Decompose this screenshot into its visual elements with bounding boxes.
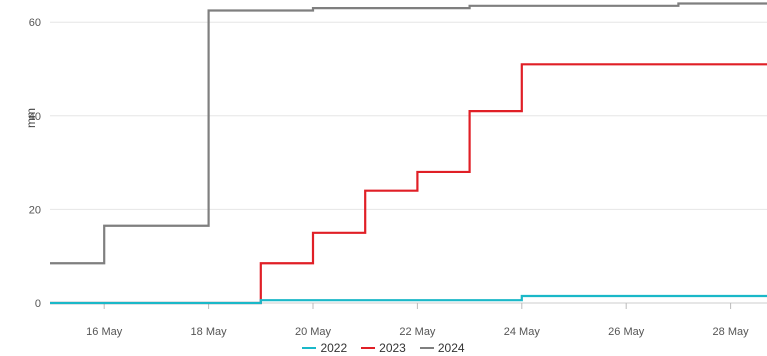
y-tick-label: 40 <box>29 111 41 123</box>
legend-swatch <box>419 346 434 349</box>
chart-plot: 0 20 40 60 16 May 18 May 20 May 22 May 24 May 26 … <box>24 2 767 338</box>
x-tick-label: 28 May <box>713 326 750 338</box>
axis-layer: 0 20 40 60 16 May 18 May 20 May 22 May 24 May 26 … <box>29 17 767 338</box>
x-tick-label: 24 May <box>504 326 541 338</box>
y-tick-label: 20 <box>29 204 41 216</box>
y-tick-label: 60 <box>29 17 41 29</box>
x-tick-label: 18 May <box>191 326 228 338</box>
y-axis-label: mm <box>24 108 38 128</box>
x-tick-label: 16 May <box>86 326 123 338</box>
legend-swatch <box>361 346 376 349</box>
series-layer <box>50 2 767 305</box>
legend-item-2022: 2022 <box>302 340 347 356</box>
x-tick-label: 26 May <box>608 326 645 338</box>
legend-label: 2023 <box>379 341 406 355</box>
legend-swatch <box>302 346 317 349</box>
legend: 2022 2023 2024 <box>0 340 767 356</box>
series-line-2022 <box>50 294 767 305</box>
legend-item-2023: 2023 <box>361 340 406 356</box>
legend-label: 2022 <box>320 341 348 355</box>
legend-item-2024: 2024 <box>419 340 465 356</box>
series-line-2024 <box>50 2 767 265</box>
x-tick-label: 20 May <box>295 326 332 338</box>
x-tick-label: 22 May <box>399 326 436 338</box>
legend-label: 2024 <box>437 341 465 355</box>
y-tick-label: 0 <box>35 298 41 310</box>
series-line-2023 <box>50 63 767 305</box>
